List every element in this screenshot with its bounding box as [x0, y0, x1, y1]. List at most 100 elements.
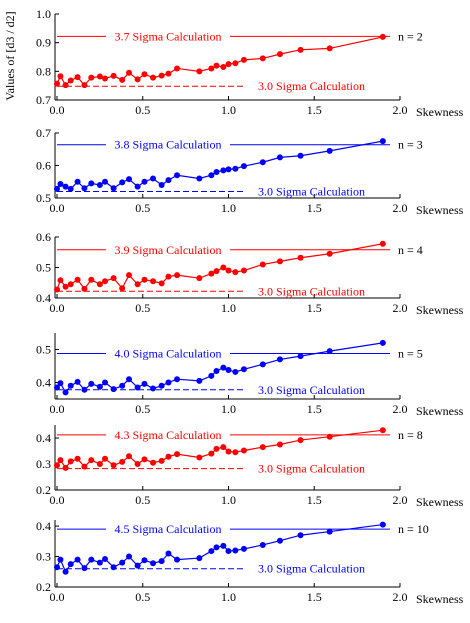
- y-tick-label: 0.4: [36, 291, 51, 305]
- data-point: [57, 277, 64, 284]
- data-point: [150, 560, 157, 567]
- data-point: [326, 433, 333, 440]
- data-point: [150, 459, 157, 466]
- data-point: [220, 542, 227, 549]
- data-point: [141, 380, 148, 387]
- y-tick-label: 0.5: [36, 343, 51, 357]
- data-point: [141, 178, 148, 185]
- y-tick-label: 0.8: [36, 64, 51, 78]
- data-point: [150, 74, 157, 81]
- data-point: [126, 176, 133, 183]
- y-tick-label: 1.0: [36, 7, 51, 21]
- y-tick-label: 0.7: [36, 93, 51, 107]
- data-point: [134, 183, 141, 190]
- data-point: [96, 73, 103, 80]
- data-point: [62, 283, 69, 290]
- data-point: [119, 179, 126, 186]
- data-point: [174, 451, 181, 458]
- data-point: [240, 545, 247, 552]
- n-label: n = 2: [398, 29, 423, 43]
- data-point: [326, 348, 333, 355]
- data-point: [57, 181, 64, 188]
- x-tick-label: 0.0: [50, 201, 65, 215]
- data-point: [208, 372, 215, 379]
- data-point: [62, 82, 69, 89]
- data-point: [141, 557, 148, 564]
- data-point: [110, 275, 117, 282]
- data-point: [232, 449, 239, 456]
- data-point: [379, 339, 386, 346]
- x-tick-label: 1.0: [221, 590, 236, 604]
- x-tick-label: 2.0: [393, 590, 408, 604]
- data-point: [208, 450, 215, 457]
- data-point: [213, 544, 220, 551]
- x-tick-label: 1.5: [307, 402, 322, 416]
- data-point: [232, 547, 239, 554]
- data-point: [96, 383, 103, 390]
- x-tick-label: 2.0: [393, 301, 408, 315]
- data-point: [54, 286, 60, 293]
- data-point: [379, 33, 386, 40]
- data-point: [225, 366, 232, 373]
- sigma-high-label: 3.8 Sigma Calculation: [115, 138, 222, 152]
- sigma-high-label: 4.3 Sigma Calculation: [115, 428, 222, 442]
- data-point: [158, 457, 165, 464]
- data-point: [174, 376, 181, 383]
- data-point: [57, 73, 64, 80]
- data-point: [259, 159, 266, 166]
- data-point: [196, 175, 203, 182]
- data-point: [88, 457, 95, 464]
- data-point: [96, 281, 103, 288]
- x-tick-label: 0.5: [135, 402, 150, 416]
- data-point: [158, 280, 165, 287]
- data-point: [134, 384, 141, 391]
- data-point: [96, 182, 103, 188]
- data-point: [54, 185, 60, 192]
- data-point: [150, 385, 157, 392]
- x-tick-label: 1.0: [221, 493, 236, 507]
- y-tick-label: 0.2: [36, 483, 51, 497]
- panel-1: 0.0 0.5 1.0 1.5 2.0 1.0 0.9 0.8 0.7 Skewness n = 2…: [36, 7, 464, 119]
- x-tick-label: 0.0: [50, 493, 65, 507]
- data-point: [225, 548, 232, 555]
- data-point: [110, 185, 117, 192]
- data-point: [174, 65, 181, 72]
- data-point: [67, 382, 74, 389]
- data-point: [174, 272, 181, 279]
- data-point: [259, 444, 266, 451]
- data-point: [196, 555, 203, 562]
- data-point: [119, 382, 126, 389]
- y-tick-label: 0.2: [36, 580, 51, 594]
- data-point: [297, 532, 304, 539]
- data-point: [225, 448, 232, 455]
- data-point: [102, 278, 109, 285]
- data-point: [110, 564, 117, 571]
- data-point: [326, 45, 333, 52]
- panel-6: 0.0 0.5 1.0 1.5 2.0 0.4 0.3 0.2 Skewness n = 10 4.…: [36, 519, 464, 606]
- x-tick-label: 0.0: [50, 402, 65, 416]
- data-point: [240, 447, 247, 454]
- data-point: [158, 382, 165, 389]
- data-point: [126, 553, 133, 560]
- x-axis-label: Skewness: [416, 303, 464, 317]
- n-label: n = 10: [398, 522, 429, 536]
- data-point: [102, 178, 109, 185]
- data-point: [297, 254, 304, 261]
- data-point: [57, 457, 64, 464]
- data-point: [276, 154, 283, 161]
- x-axis-label: Skewness: [416, 105, 464, 119]
- x-tick-label: 2.0: [393, 493, 408, 507]
- data-point: [102, 455, 109, 462]
- y-tick-label: 0.3: [36, 457, 51, 471]
- data-point: [110, 72, 117, 79]
- data-point: [62, 183, 69, 190]
- x-axis-label: Skewness: [416, 495, 464, 509]
- data-point: [62, 389, 69, 396]
- data-point: [213, 445, 220, 452]
- data-point: [126, 272, 133, 279]
- data-point: [259, 361, 266, 368]
- data-point: [126, 69, 133, 76]
- sigma-low-label: 3.0 Sigma Calculation: [258, 284, 365, 298]
- sigma-low-label: 3.0 Sigma Calculation: [258, 185, 365, 199]
- data-point: [119, 458, 126, 465]
